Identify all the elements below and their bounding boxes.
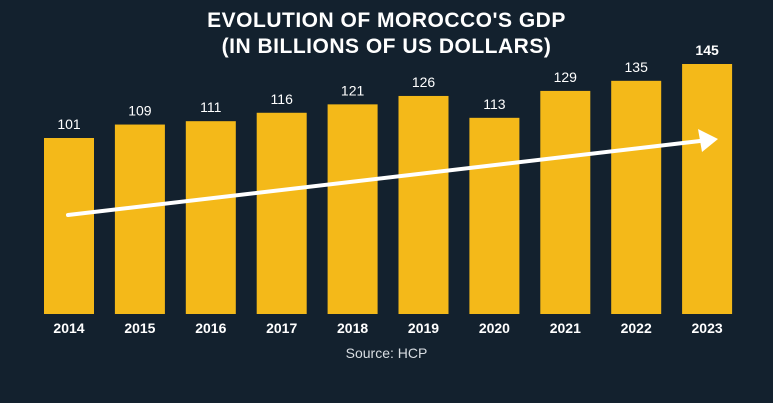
value-label-2017: 116: [271, 91, 294, 107]
x-tick-label-2020: 2020: [479, 320, 510, 336]
value-label-2014: 101: [57, 116, 81, 132]
bar-2017: [256, 112, 307, 314]
bar-2023: [682, 64, 733, 314]
trend-arrow-head: [698, 129, 718, 152]
x-tick-label-2023: 2023: [692, 320, 723, 336]
value-label-2018: 121: [341, 82, 365, 98]
value-label-2021: 129: [554, 69, 578, 85]
x-tick-label-2017: 2017: [266, 320, 297, 336]
chart-title-line-2: (IN BILLIONS OF US DOLLARS): [221, 35, 552, 58]
trend-arrow-group: [66, 129, 718, 217]
value-label-2022: 135: [625, 59, 649, 75]
source-note: Source: HCP: [345, 345, 428, 361]
value-label-2016: 111: [200, 99, 221, 115]
bar-2014: [44, 138, 94, 314]
bar-2018: [327, 104, 378, 314]
value-label-2023: 145: [695, 42, 719, 58]
x-tick-label-2019: 2019: [408, 320, 439, 336]
bar-2020: [469, 117, 520, 315]
x-tick-label-2018: 2018: [337, 320, 368, 336]
bar-2016: [185, 121, 236, 314]
x-tick-label-2021: 2021: [550, 320, 581, 336]
trend-arrow-shaft: [66, 139, 702, 217]
x-tick-label-2016: 2016: [195, 320, 226, 336]
x-tick-label-2022: 2022: [621, 320, 652, 336]
chart-title-line-1: EVOLUTION OF MOROCCO'S GDP: [207, 9, 566, 32]
value-labels-group: 101 109 111 116 121 126 113 129 135 145: [57, 42, 719, 132]
x-tick-label-2015: 2015: [124, 320, 155, 336]
bar-2022: [611, 80, 662, 315]
bar-2021: [540, 90, 591, 314]
bar-2019: [398, 95, 449, 314]
x-axis-labels-group: 2014 2015 2016 2017 2018 2019 2020 2021 2022 2023: [53, 320, 722, 336]
value-label-2020: 113: [483, 96, 506, 112]
bars-group: [44, 64, 733, 315]
value-label-2019: 126: [412, 74, 436, 90]
bar-2015: [114, 124, 165, 314]
x-tick-label-2014: 2014: [53, 320, 84, 336]
value-label-2015: 109: [128, 103, 152, 119]
